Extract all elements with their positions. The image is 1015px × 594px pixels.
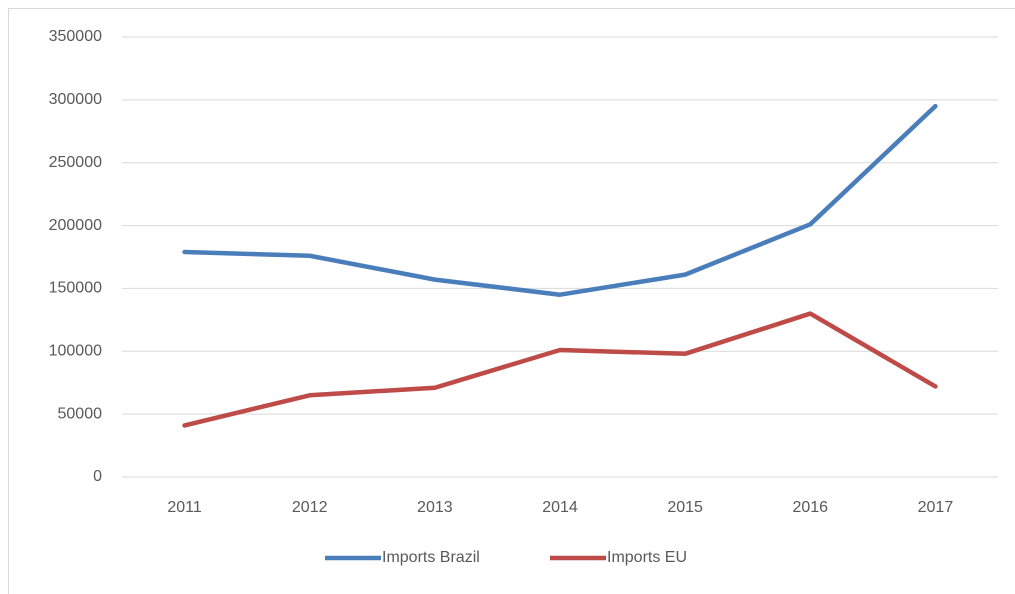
- x-tick-label: 2012: [292, 499, 328, 516]
- y-tick-label: 50000: [58, 405, 103, 422]
- x-tick-label: 2011: [167, 499, 202, 516]
- y-tick-label: 200000: [49, 217, 102, 234]
- y-tick-label: 250000: [49, 154, 102, 171]
- y-tick-label: 150000: [49, 280, 102, 297]
- x-tick-label: 2014: [542, 499, 578, 516]
- chart-border: [8, 8, 1015, 594]
- y-tick-label: 300000: [49, 91, 102, 108]
- y-tick-label: 350000: [49, 28, 102, 45]
- x-tick-label: 2016: [792, 499, 828, 516]
- legend-label: Imports EU: [607, 549, 687, 566]
- x-tick-label: 2017: [918, 499, 954, 516]
- data-line: [182, 103, 938, 297]
- legend-label: Imports Brazil: [382, 549, 480, 566]
- y-tick-label: 100000: [49, 343, 102, 360]
- x-tick-label: 2015: [667, 499, 703, 516]
- x-tick-label: 2013: [417, 499, 453, 516]
- y-tick-label: 0: [93, 468, 102, 485]
- data-line: [182, 311, 938, 428]
